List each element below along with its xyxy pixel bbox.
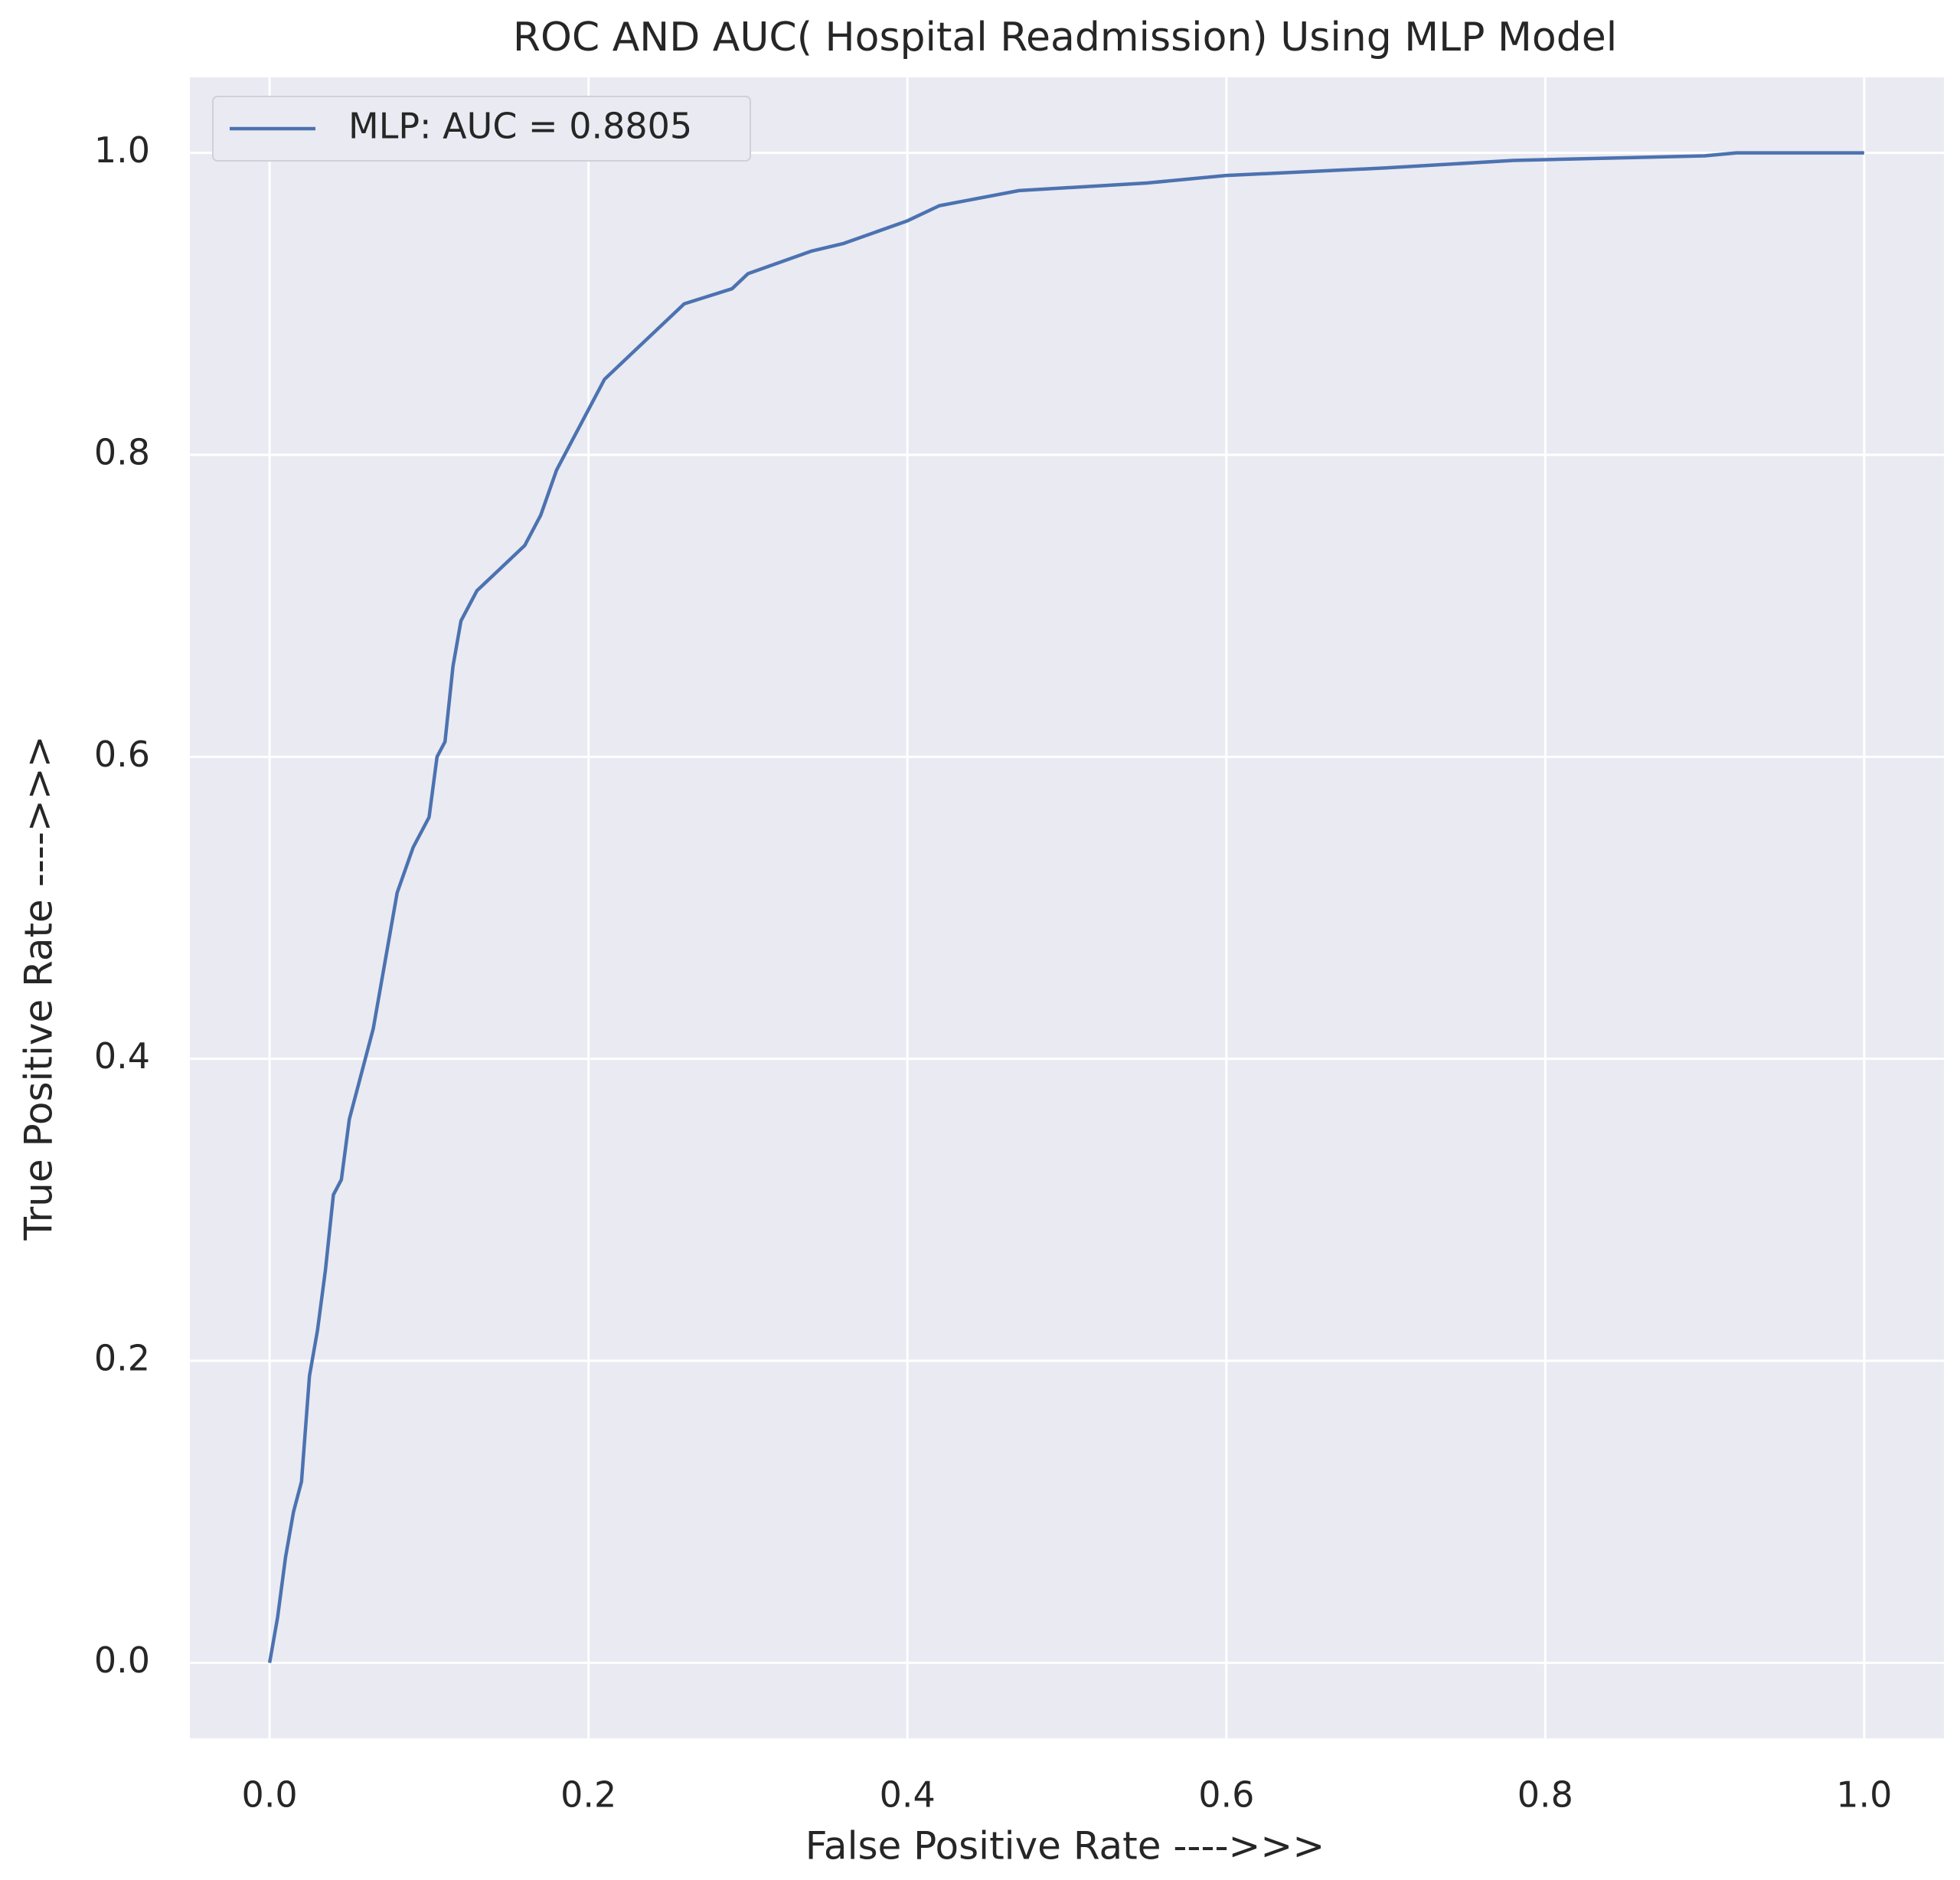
y-tick-label: 1.0 — [94, 129, 150, 171]
x-axis-label: False Positive Rate ---->>> — [805, 1824, 1325, 1869]
y-tick-label: 0.2 — [94, 1338, 150, 1379]
x-tick-label: 0.8 — [1517, 1774, 1573, 1816]
x-tick-label: 0.2 — [560, 1774, 616, 1816]
legend-label: MLP: AUC = 0.8805 — [348, 106, 692, 147]
y-axis-label: True Positive Rate ---->>> — [17, 735, 61, 1241]
x-tick-label: 0.4 — [880, 1774, 936, 1816]
y-tick-label: 0.8 — [94, 431, 150, 472]
y-tick-label: 0.6 — [94, 734, 150, 775]
x-tick-label: 0.0 — [242, 1774, 298, 1816]
plot-area — [190, 77, 1944, 1738]
chart-title: ROC AND AUC( Hospital Readmission) Using… — [513, 15, 1617, 60]
roc-line — [267, 151, 1864, 1663]
x-tick-label: 0.6 — [1198, 1774, 1254, 1816]
y-tick-label: 0.0 — [94, 1640, 150, 1681]
legend-box — [212, 96, 751, 162]
y-tick-label: 0.4 — [94, 1035, 150, 1077]
x-tick-label: 1.0 — [1836, 1774, 1892, 1816]
